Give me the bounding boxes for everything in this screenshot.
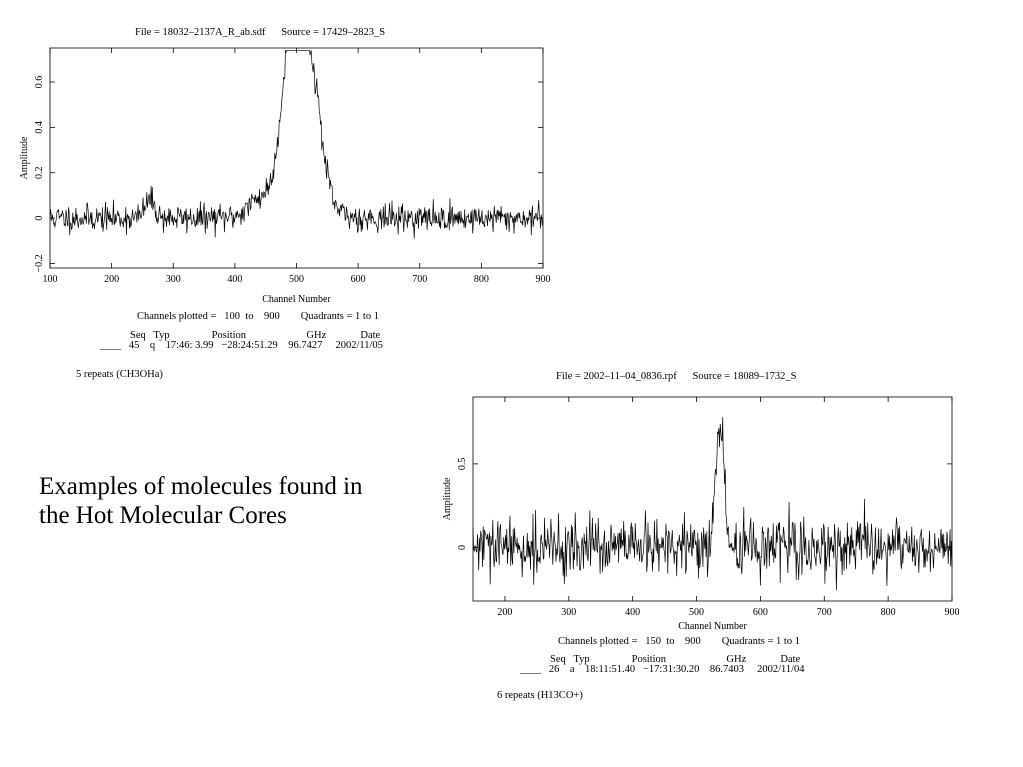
chart1-xtick-label: 900 [536, 274, 551, 285]
chart1-ytick-label: 0 [34, 216, 45, 221]
chart2-column-headers: Seq Typ Position GHz Date [550, 654, 801, 665]
chart1-ytick-label: 0.4 [34, 121, 45, 133]
chart2-channels-plotted: Channels plotted = 150 to 900 Quadrants … [558, 636, 800, 647]
chart1-xtick-label: 500 [289, 274, 304, 285]
chart2-xtick-label: 900 [945, 607, 960, 618]
chart1-xtick-label: 700 [412, 274, 427, 285]
chart1-ytick-label: 0.2 [34, 166, 45, 179]
chart1-xtick-label: 200 [104, 274, 119, 285]
chart1-column-headers: Seq Typ Position GHz Date [130, 330, 381, 341]
chart1-plot-frame [49, 47, 544, 269]
chart1-xtick-label: 300 [166, 274, 181, 285]
slide-caption: Examples of molecules found in the Hot M… [39, 473, 363, 529]
chart2-spectrum-line [472, 417, 953, 591]
chart2-xtick-label: 800 [881, 607, 896, 618]
chart2-ytick-label: 0.5 [457, 458, 468, 471]
chart2-xtick-label: 300 [561, 607, 576, 618]
chart1-xtick-label: 100 [43, 274, 58, 285]
chart2-xlabel: Channel Number [678, 621, 747, 632]
chart2-xtick-label: 200 [497, 607, 512, 618]
chart2-ytick-label: 0 [457, 545, 468, 550]
chart1-xlabel: Channel Number [262, 294, 331, 305]
chart1-spectrum-line [49, 49, 544, 239]
chart1-ytick-label: 0.6 [34, 76, 45, 89]
chart1-ytick-label: −0.2 [34, 254, 45, 272]
chart2-xtick-label: 500 [689, 607, 704, 618]
chart2-header: File = 2002–11–04_0836.rpf Source = 1808… [556, 371, 797, 382]
chart1-header: File = 18032–2137A_R_ab.sdf Source = 174… [135, 27, 386, 38]
chart1-xtick-label: 400 [227, 274, 242, 285]
chart1-xtick-label: 800 [474, 274, 489, 285]
chart1-observation-row: ____ 45 q 17:46: 3.99 −28:24:51.29 96.74… [100, 340, 383, 351]
chart2-observation-row: ____ 26 a 18:11:51.40 −17:31:30.20 86.74… [520, 664, 805, 675]
chart1-xtick-label: 600 [351, 274, 366, 285]
chart2-xtick-label: 700 [817, 607, 832, 618]
chart2-xtick-label: 600 [753, 607, 768, 618]
chart2-xtick-label: 400 [625, 607, 640, 618]
chart2-ylabel: Amplitude [442, 477, 453, 520]
chart1-channels-plotted: Channels plotted = 100 to 900 Quadrants … [137, 311, 379, 322]
chart2-repeats: 6 repeats (H13CO+) [497, 690, 583, 701]
chart1-repeats: 5 repeats (CH3OHa) [76, 369, 163, 380]
chart2-plot-frame [472, 396, 953, 602]
chart1-ylabel: Amplitude [19, 136, 30, 179]
